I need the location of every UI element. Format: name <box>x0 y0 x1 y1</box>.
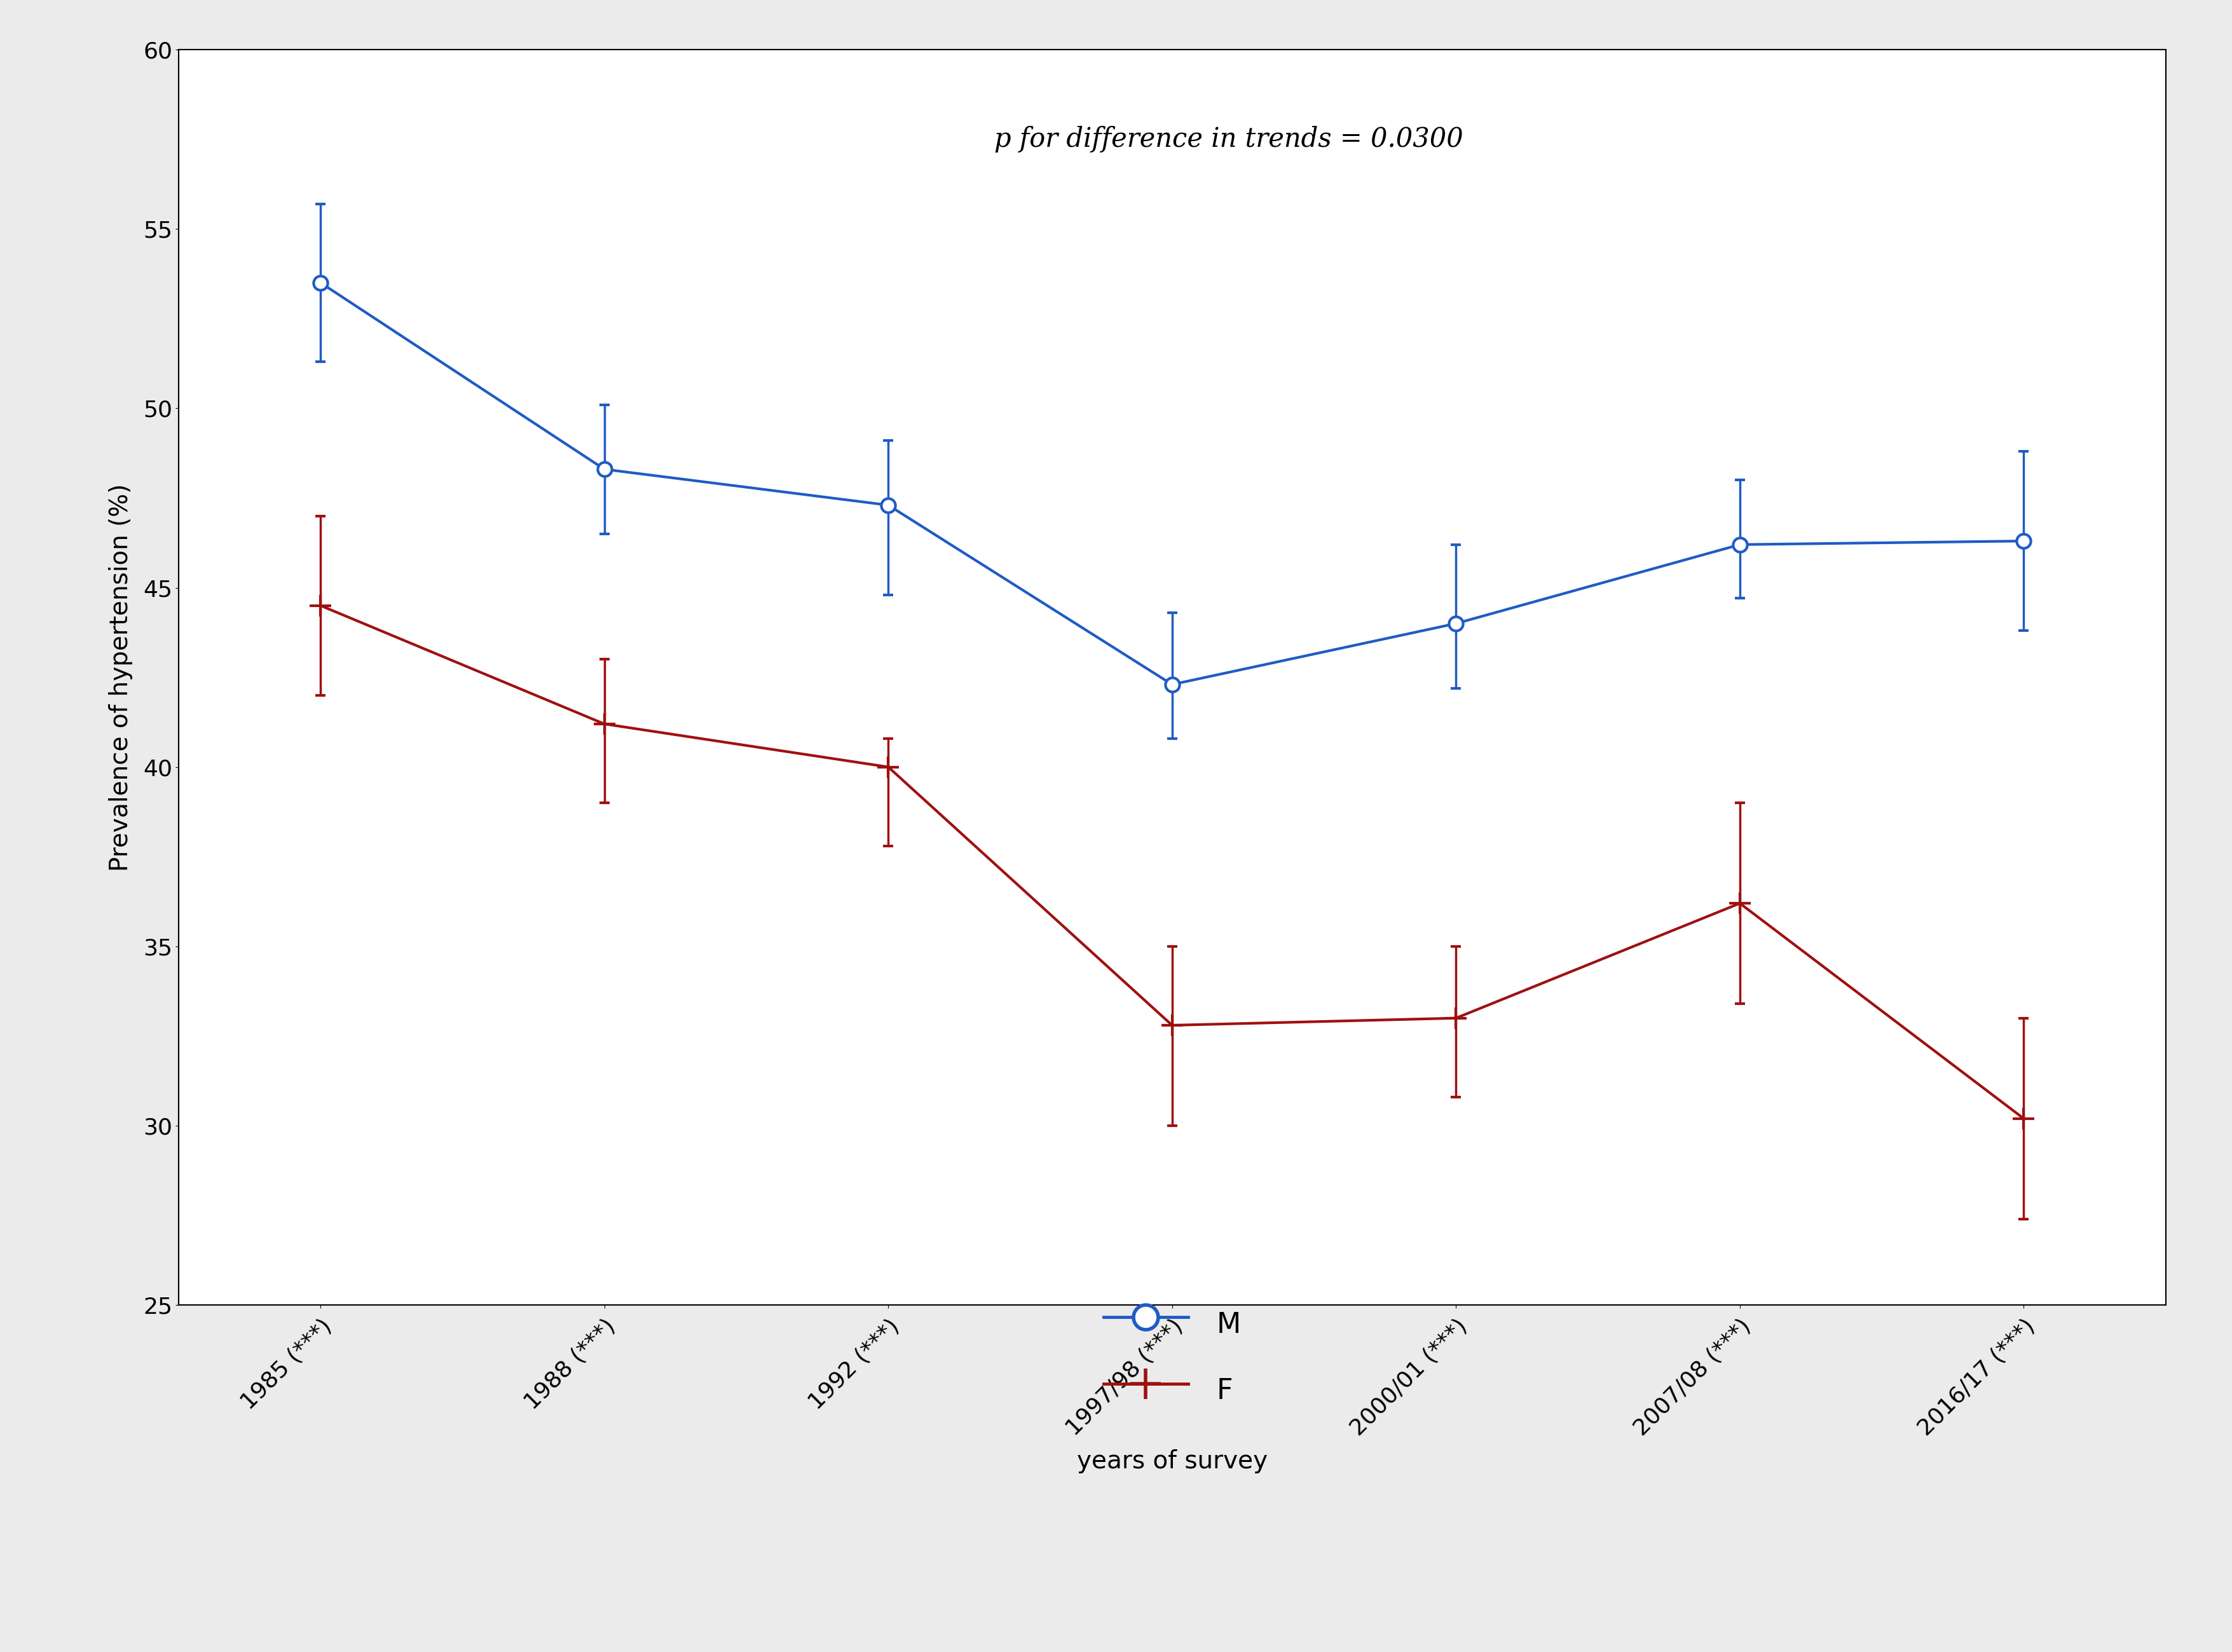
Legend: M, F: M, F <box>1089 1289 1254 1426</box>
Y-axis label: Prevalence of hypertension (%): Prevalence of hypertension (%) <box>109 484 132 871</box>
X-axis label: years of survey: years of survey <box>1076 1449 1268 1474</box>
Text: p for difference in trends = 0.0300: p for difference in trends = 0.0300 <box>993 126 1462 152</box>
